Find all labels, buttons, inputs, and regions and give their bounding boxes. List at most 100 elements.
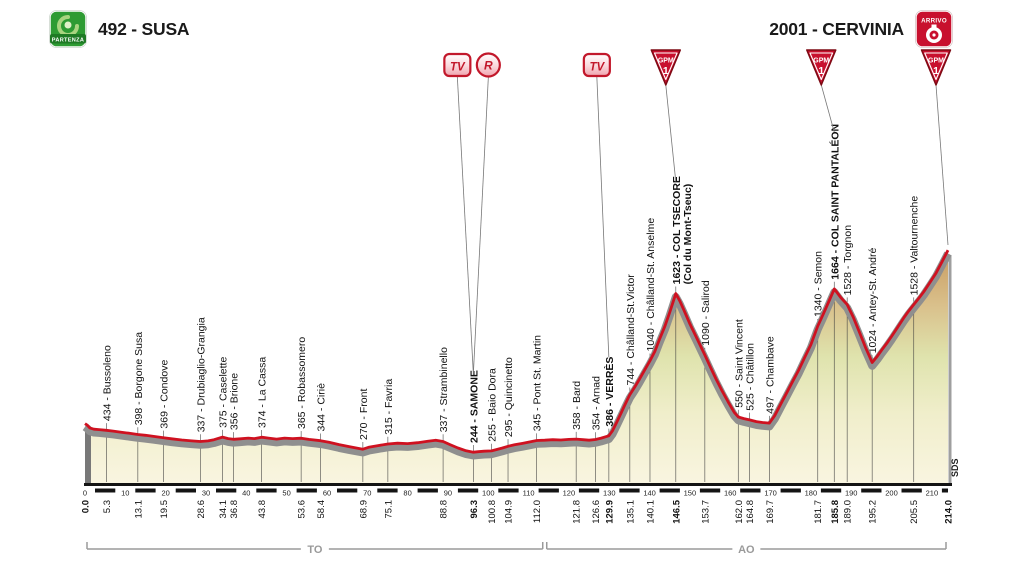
km-value: 205.5 bbox=[909, 500, 920, 524]
waypoint-label: 354 - Arnad bbox=[591, 376, 603, 430]
partenza-badge-label: PARTENZA bbox=[52, 37, 84, 43]
waypoint-label: 1528 - Torgnon bbox=[842, 225, 854, 296]
finish-title: 2001 - CERVINIA bbox=[769, 18, 904, 39]
sds-label: SDS bbox=[950, 458, 960, 477]
waypoint-label: 550 - Saint Vincent bbox=[733, 319, 745, 408]
km-value: 153.7 bbox=[700, 500, 711, 524]
axis-tick-label: 50 bbox=[282, 489, 290, 498]
route-line bbox=[84, 249, 950, 454]
km-value: 112.0 bbox=[532, 500, 543, 523]
km-value: 96.3 bbox=[469, 500, 480, 519]
waypoint-label: 344 - Ciriè bbox=[316, 383, 328, 432]
waypoint-label: 1040 - Châlland-St. Anselme bbox=[645, 218, 657, 352]
svg-text:GPM: GPM bbox=[658, 58, 674, 65]
axis-tick-label: 160 bbox=[724, 489, 737, 498]
waypoint-label: 374 - La Cassa bbox=[257, 357, 269, 428]
waypoint-labels: 434 - Bussoleno 398 - Borgone Susa 369 - C… bbox=[101, 124, 920, 443]
km-value: 129.9 bbox=[604, 500, 615, 524]
waypoint-label: 434 - Bussoleno bbox=[101, 345, 113, 421]
x-axis: 0 10 20 30 40 50 60 70 80 90 100 110 120 130 140 150 160… bbox=[83, 483, 952, 498]
region-brackets: TO AO bbox=[86, 542, 947, 556]
waypoint-label: 358 - Bard bbox=[571, 381, 583, 430]
feed-zone-icon bbox=[475, 52, 501, 78]
waypoint-label: 744 - Châlland-St.Victor bbox=[625, 274, 637, 386]
km-value: 43.8 bbox=[257, 500, 268, 519]
waypoint-label: 337 - Drubiaglio-Grangia bbox=[195, 317, 207, 432]
km-value: 121.8 bbox=[572, 500, 583, 524]
waypoint-label: 356 - Brione bbox=[228, 373, 240, 430]
waypoint-label: 315 - Favria bbox=[383, 379, 395, 435]
waypoint-label: 386 - VERRÈS bbox=[603, 357, 616, 427]
waypoint-label: 525 - Châtillon bbox=[745, 343, 757, 411]
waypoint-label: 369 - Condove bbox=[159, 360, 171, 429]
km-value: 189.0 bbox=[843, 500, 854, 524]
partenza-badge-icon: PARTENZA bbox=[48, 9, 88, 49]
km-value: 88.8 bbox=[439, 500, 450, 519]
waypoint-label: 295 - Quincinetto bbox=[503, 357, 515, 437]
gpm-icon bbox=[806, 49, 837, 86]
axis-tick-label: 150 bbox=[684, 489, 697, 498]
start-header: PARTENZA 492 - SUSA bbox=[48, 9, 190, 49]
waypoint-label: 337 - Strambinello bbox=[438, 347, 450, 432]
km-value: 214.0 bbox=[944, 500, 955, 524]
start-edge bbox=[85, 426, 91, 483]
waypoint-label: 255 - Baio Dora bbox=[486, 368, 498, 442]
km-value: 0.0 bbox=[81, 500, 92, 513]
waypoint-label: 244 - SAMONE bbox=[468, 370, 480, 443]
waypoint-label: 375 - Caselette bbox=[218, 357, 230, 428]
km-value: 19.5 bbox=[159, 500, 170, 519]
km-value: 126.6 bbox=[591, 500, 602, 524]
start-title: 492 - SUSA bbox=[98, 18, 190, 39]
region-label: AO bbox=[738, 544, 755, 556]
waypoint-label: 1024 - Antey-St. André bbox=[867, 247, 879, 353]
axis-tick-label: 100 bbox=[482, 489, 495, 498]
axis-tick-label: 60 bbox=[323, 489, 331, 498]
svg-text:TV: TV bbox=[589, 62, 605, 74]
km-value: 36.8 bbox=[229, 500, 240, 519]
km-value: 5.3 bbox=[102, 500, 113, 513]
km-value: 34.1 bbox=[218, 500, 229, 519]
axis-tick-label: 80 bbox=[403, 489, 411, 498]
km-value: 162.0 bbox=[734, 500, 745, 524]
waypoint-label: 345 - Pont St. Martin bbox=[532, 335, 544, 431]
axis-tick-label: 90 bbox=[444, 489, 452, 498]
axis-tick-label: 170 bbox=[764, 489, 777, 498]
axis-tick-label: 140 bbox=[643, 489, 656, 498]
axis-tick-label: 20 bbox=[162, 489, 170, 498]
svg-text:1: 1 bbox=[933, 65, 939, 77]
svg-text:GPM: GPM bbox=[813, 58, 829, 65]
svg-text:1: 1 bbox=[663, 65, 669, 77]
waypoint-label: 497 - Chambave bbox=[764, 336, 776, 414]
sprint-tv-icon bbox=[582, 52, 611, 78]
svg-text:1: 1 bbox=[818, 65, 824, 77]
waypoint-sublabel: (Col du Mont-Tseuc) bbox=[682, 184, 694, 285]
km-value: 104.9 bbox=[504, 500, 515, 524]
axis-tick-label: 70 bbox=[363, 489, 371, 498]
waypoint-label: 1090 - Salirod bbox=[700, 280, 712, 346]
arrivo-badge-icon: ARRIVO bbox=[914, 9, 954, 49]
axis-tick-label: 130 bbox=[603, 489, 616, 498]
km-value: 169.7 bbox=[765, 500, 776, 524]
waypoint-label: 398 - Borgone Susa bbox=[133, 332, 145, 426]
axis-tick-label: 200 bbox=[885, 489, 898, 498]
gpm-icon bbox=[650, 49, 682, 86]
axis-tick-label: 190 bbox=[845, 489, 858, 498]
waypoint-label: 1623 - COL TSECORE bbox=[671, 176, 683, 284]
km-value: 13.1 bbox=[133, 500, 144, 519]
km-value: 75.1 bbox=[383, 500, 394, 519]
sprint-tv-icon bbox=[443, 52, 472, 78]
region-label: TO bbox=[307, 544, 323, 556]
finish-header: 2001 - CERVINIA ARRIVO bbox=[769, 9, 954, 49]
km-value: 28.6 bbox=[196, 500, 207, 519]
gpm-icon bbox=[920, 49, 952, 86]
km-value: 135.1 bbox=[625, 500, 636, 524]
km-value: 140.1 bbox=[646, 500, 657, 524]
axis-tick-label: 120 bbox=[563, 489, 576, 498]
km-value: 164.8 bbox=[745, 500, 756, 524]
svg-text:TV: TV bbox=[450, 62, 466, 74]
waypoint-label: 1664 - COL SAINT PANTALÉON bbox=[828, 124, 841, 280]
start-swirl-icon bbox=[57, 15, 79, 37]
